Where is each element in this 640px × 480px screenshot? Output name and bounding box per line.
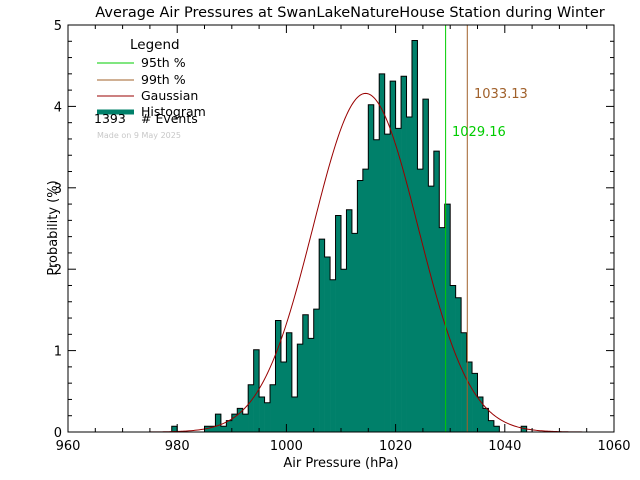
x-tick-label: 1020 [379, 439, 412, 454]
histogram-bar [493, 426, 500, 432]
histogram-bar [286, 332, 293, 432]
histogram-bar [351, 233, 358, 432]
x-tick-label: 1040 [488, 439, 521, 454]
histogram-bar [472, 373, 478, 432]
histogram-bar [401, 76, 407, 433]
histogram-bar [362, 169, 369, 432]
histogram-bar [302, 314, 309, 432]
histogram-bar [357, 180, 364, 432]
x-axis-label: Air Pressure (hPa) [283, 456, 398, 471]
legend: Legend 95th % 99th % Gaussian Histogram … [94, 37, 206, 140]
x-tick-label: 1060 [597, 439, 630, 454]
histogram-bar [270, 384, 276, 432]
plot-area [68, 25, 615, 433]
histogram-bar [373, 139, 380, 433]
histogram-bar [417, 169, 424, 432]
histogram-bar [280, 361, 287, 432]
histogram-bar [291, 396, 298, 432]
histogram-bar [433, 151, 440, 433]
histogram-bar [379, 73, 385, 432]
p99-value-label: 1033.13 [474, 87, 528, 102]
histogram-bar [237, 408, 244, 432]
histogram-bar [275, 320, 282, 432]
histogram-bar [384, 134, 391, 433]
histogram-bar [264, 402, 271, 432]
histogram-bar [450, 285, 456, 432]
histogram-bar [259, 396, 265, 432]
axes: 960 980 1000 1020 1040 1060 0 1 2 3 4 5 [54, 19, 631, 454]
histogram-bar [521, 426, 527, 432]
histogram-bar [428, 186, 435, 432]
histogram-bar [335, 215, 342, 432]
y-tick-label: 3 [54, 182, 62, 197]
x-tick-label: 1000 [270, 439, 303, 454]
event-count-label: # Events [141, 111, 198, 126]
histogram-bar [368, 104, 375, 432]
histogram-bar [231, 414, 238, 432]
histogram-bar [319, 239, 325, 432]
legend-label-gaussian: Gaussian [141, 88, 198, 103]
legend-label-95th: 95th % [141, 55, 186, 70]
legend-label-histogram: Histogram [141, 104, 206, 119]
y-axis-label: Probability (%) [46, 180, 61, 275]
histogram-bar [455, 297, 462, 432]
event-count: 1393 [94, 111, 126, 126]
histogram-bar [330, 279, 336, 432]
legend-label-99th: 99th % [141, 72, 186, 87]
histogram-bar [390, 81, 396, 432]
chart-title: Average Air Pressures at SwanLakeNatureH… [95, 5, 604, 21]
histogram-bar [248, 384, 254, 432]
histogram-bar [253, 349, 260, 432]
histogram-bar [209, 426, 216, 432]
histogram-bar [439, 227, 446, 432]
histogram-bar [297, 344, 304, 432]
histogram-bar [411, 40, 418, 432]
histogram-outline [171, 39, 528, 433]
y-tick-label: 0 [54, 426, 62, 441]
histogram-bar [444, 204, 451, 432]
histogram-bar [477, 396, 484, 432]
histogram-bar [341, 269, 347, 432]
p95-value-label: 1029.16 [452, 125, 506, 140]
histogram-bar [395, 128, 402, 433]
histogram-bar [204, 426, 211, 432]
histogram-bar [346, 209, 353, 432]
histogram-bar [482, 408, 489, 432]
x-tick-label: 960 [56, 439, 81, 454]
histogram-bar [226, 420, 233, 432]
histogram-bar [406, 116, 413, 433]
y-tick-label: 4 [54, 100, 62, 115]
y-tick-label: 5 [54, 19, 62, 34]
x-tick-label: 980 [165, 439, 190, 454]
y-tick-label: 2 [54, 263, 62, 278]
histogram-bar [488, 420, 495, 432]
histogram-bar [324, 256, 331, 432]
y-tick-label: 1 [54, 345, 62, 360]
made-on-note: Made on 9 May 2025 [97, 131, 181, 140]
legend-title: Legend [130, 37, 180, 53]
histogram-bar [215, 414, 222, 432]
histogram-bar [171, 426, 178, 432]
histogram-bar [422, 99, 429, 432]
histogram-bar [220, 426, 227, 432]
histogram-bar [461, 332, 467, 432]
histogram-bar [313, 309, 320, 432]
histogram-bar [242, 414, 249, 432]
histogram-bar [466, 361, 473, 432]
histogram-bar [308, 338, 314, 432]
